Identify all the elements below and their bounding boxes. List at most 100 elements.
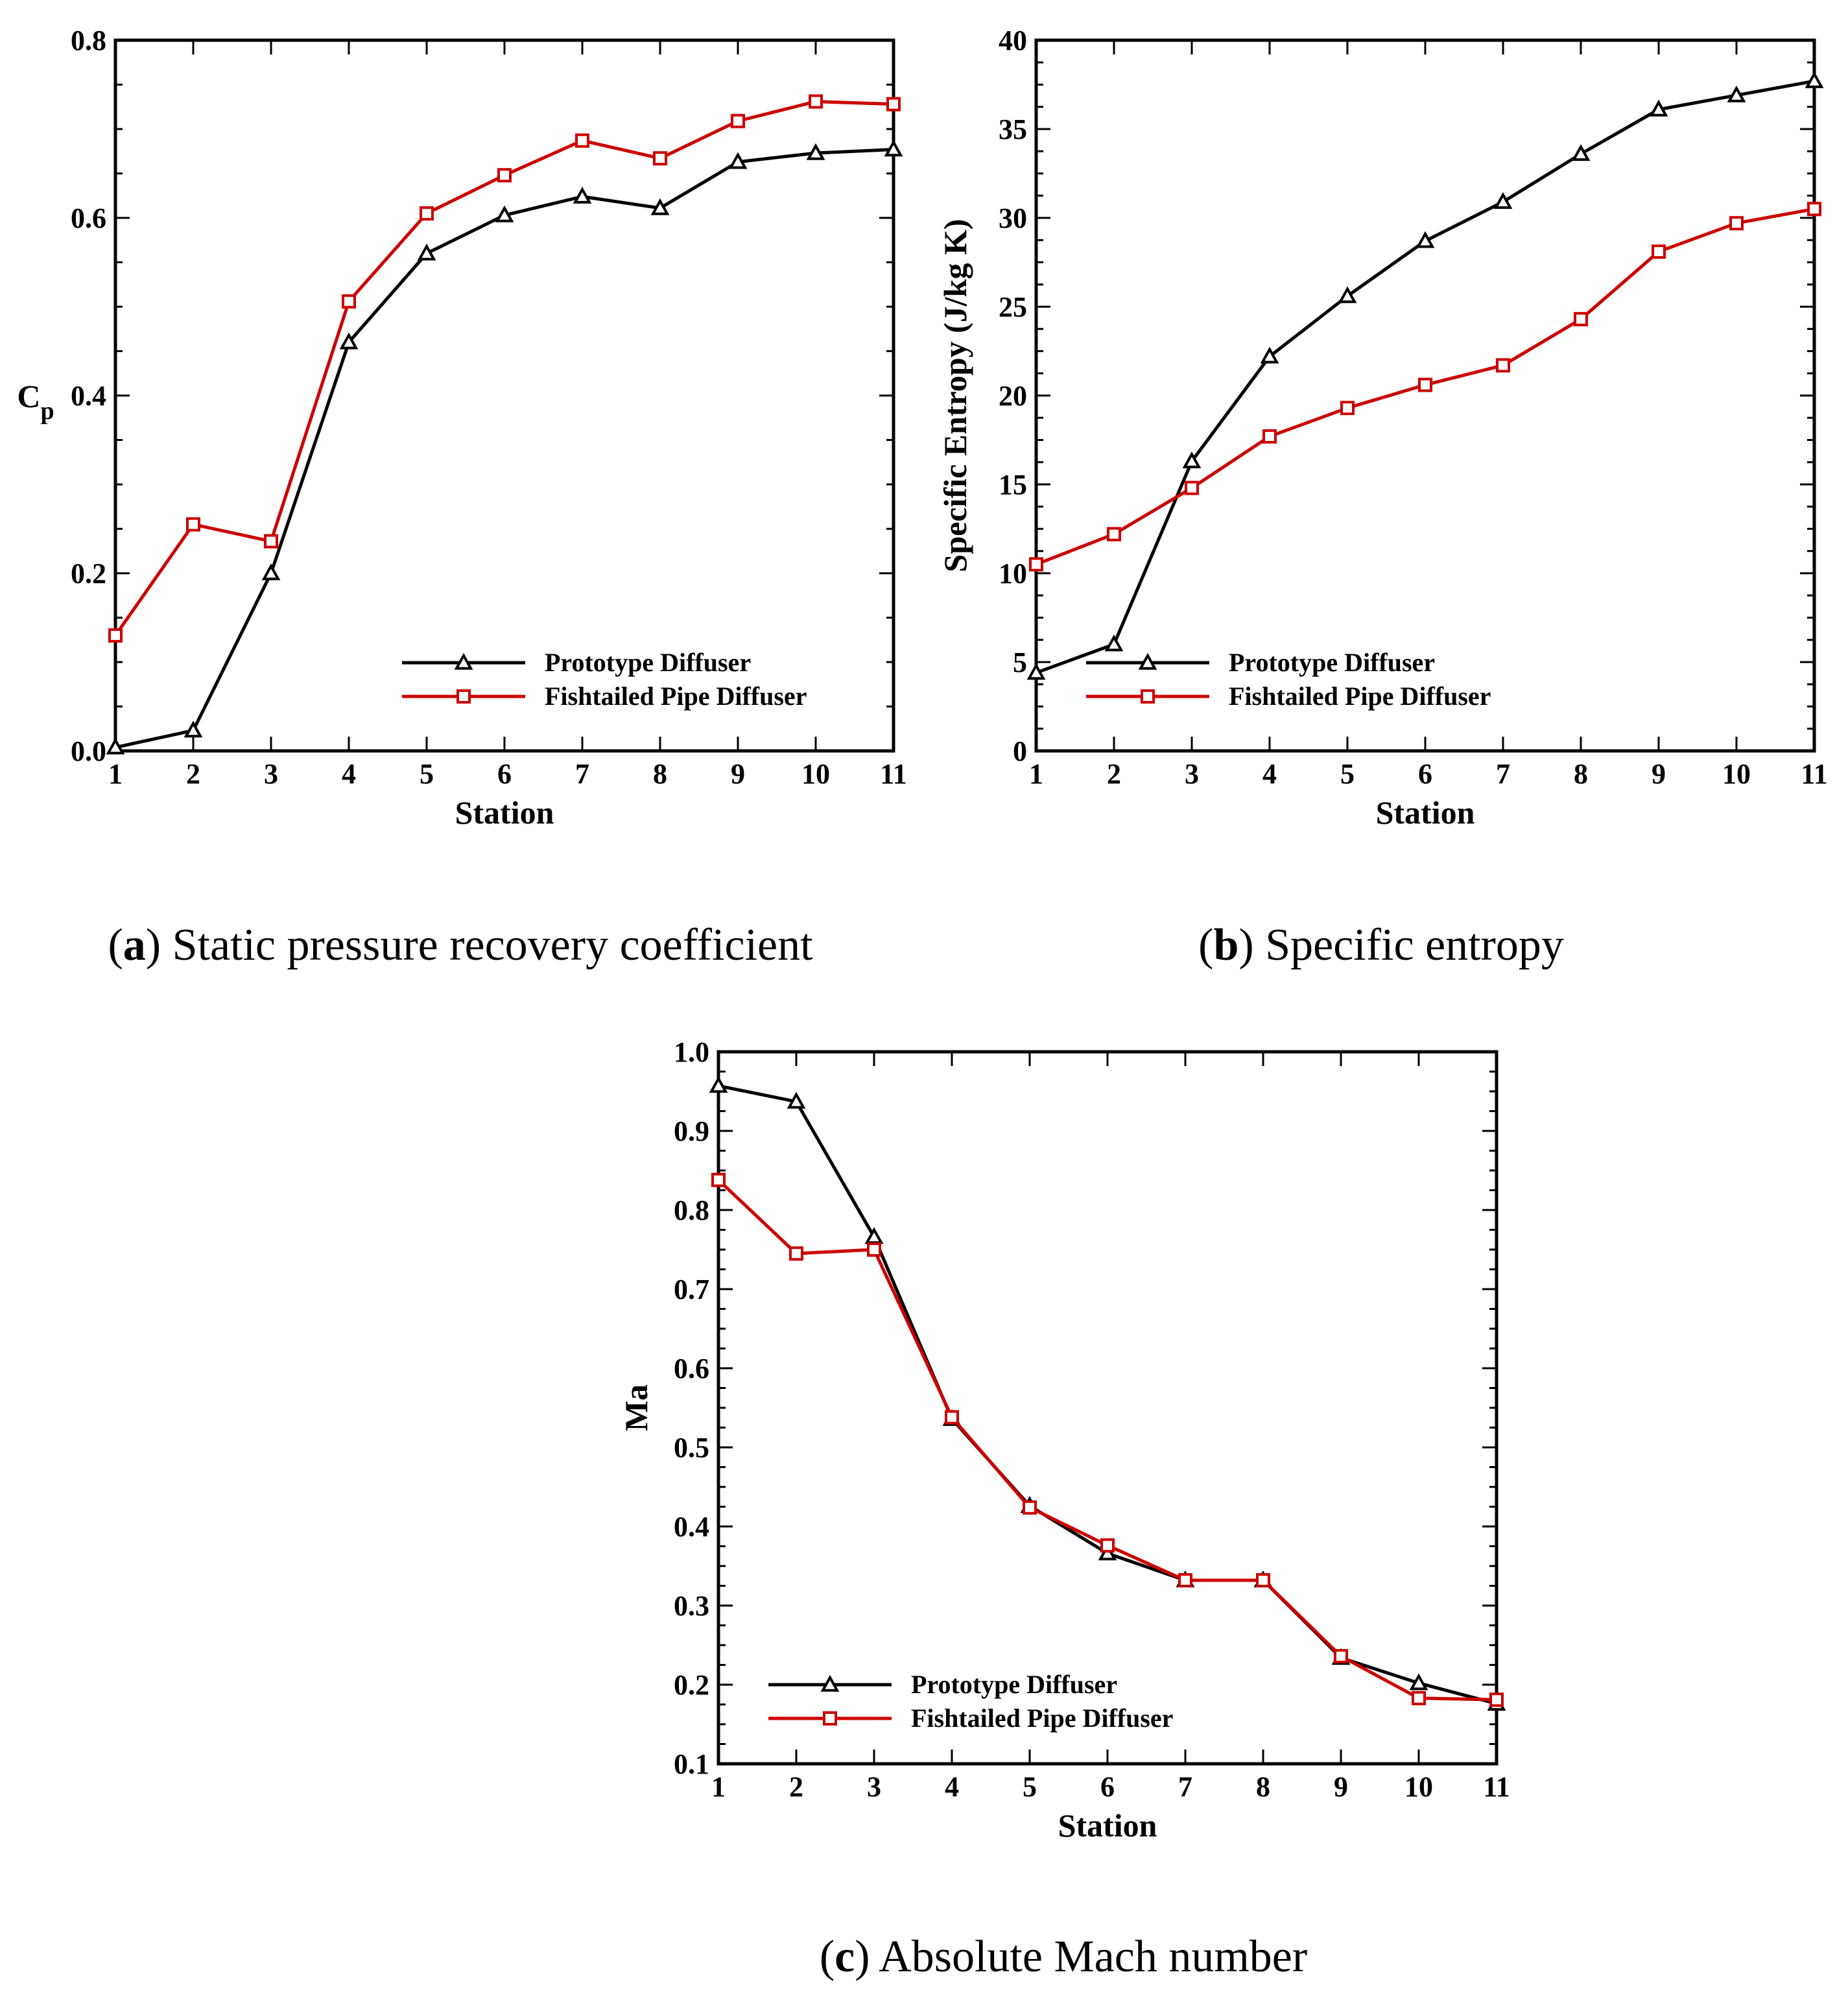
y-tick-label: 0.9	[674, 1115, 709, 1147]
y-tick-label: 10	[999, 558, 1027, 589]
chart-caption: (b) Specific entropy	[1198, 920, 1564, 970]
data-point-fishtailed	[342, 294, 356, 309]
legend-marker-prototype	[820, 1674, 840, 1692]
data-point-fishtailed	[1334, 1649, 1348, 1664]
y-tick-label: 5	[1013, 647, 1027, 678]
y-tick-label: 0.6	[674, 1353, 709, 1384]
data-point-fishtailed	[264, 534, 278, 549]
data-point-fishtailed	[1807, 202, 1821, 217]
data-point-prototype	[1182, 451, 1202, 469]
x-tick-label: 10	[1722, 758, 1751, 790]
data-point-fishtailed	[1652, 244, 1666, 259]
caption-paren: )	[855, 1932, 870, 1982]
data-point-fishtailed	[809, 94, 823, 109]
data-point-prototype	[787, 1091, 806, 1109]
plot-frame	[1034, 38, 1816, 753]
data-point-prototype	[106, 737, 125, 755]
data-point-prototype	[864, 1227, 884, 1244]
data-point-prototype	[884, 139, 903, 157]
x-tick-label: 9	[1652, 758, 1666, 790]
x-tick-label: 4	[342, 758, 356, 790]
x-tick-label: 3	[867, 1771, 881, 1803]
y-tick-label: 40	[999, 25, 1027, 56]
chart-caption: (a) Static pressure recovery coefficient	[108, 920, 813, 970]
data-point-prototype	[339, 332, 359, 350]
legend-label: Prototype Diffuser	[545, 648, 751, 677]
data-point-prototype	[1727, 85, 1746, 102]
legend-marker-prototype	[1138, 652, 1157, 670]
legend-marker-fishtailed	[456, 689, 471, 704]
data-point-fishtailed	[1489, 1692, 1504, 1707]
x-tick-label: 10	[801, 758, 830, 790]
data-point-prototype	[1649, 99, 1668, 117]
legend-label: Fishtailed Pipe Diffuser	[545, 682, 807, 711]
series-line-prototype	[718, 1084, 1497, 1705]
legend-label: Fishtailed Pipe Diffuser	[911, 1703, 1173, 1733]
y-tick-label: 35	[999, 113, 1027, 145]
caption-paren: (	[108, 920, 123, 970]
x-tick-label: 4	[945, 1771, 959, 1803]
data-point-prototype	[1338, 286, 1357, 303]
y-tick-label: 0.2	[71, 558, 106, 589]
x-tick-label: 4	[1262, 758, 1277, 790]
data-point-fishtailed	[886, 97, 901, 112]
data-point-fishtailed	[789, 1246, 803, 1261]
x-tick-label: 9	[1334, 1771, 1348, 1803]
y-tick-label: 0.4	[71, 380, 106, 412]
data-point-fishtailed	[497, 168, 512, 183]
data-point-prototype	[573, 187, 592, 204]
x-axis-title: Station	[1058, 1807, 1157, 1844]
data-point-prototype	[184, 720, 203, 738]
chart-b: 0 5 10 15 20 25 30 35 40 1 2 3 4 5 6 7 8 9 10 11 Prototype D…	[937, 25, 1828, 970]
x-tick-label: 2	[186, 758, 200, 790]
caption-paren: )	[146, 920, 161, 970]
legend-marker-prototype	[454, 652, 473, 670]
data-point-fishtailed	[1418, 377, 1432, 392]
data-point-fishtailed	[945, 1410, 959, 1425]
caption-paren: )	[1238, 920, 1253, 970]
x-tick-label: 8	[1574, 758, 1588, 790]
legend-label: Prototype Diffuser	[911, 1670, 1117, 1699]
data-point-prototype	[1409, 1673, 1428, 1691]
data-point-fishtailed	[420, 206, 434, 221]
data-point-prototype	[806, 143, 825, 160]
chart-c: 0.1 0.2 0.3 0.4 0.5 0.6 0.7 0.8 0.9 1.0 1 2 3 4 5 6 7 8 9 1…	[618, 1036, 1510, 1982]
series-line-prototype	[1036, 79, 1815, 674]
series-line-prototype	[115, 148, 894, 749]
x-tick-label: 6	[497, 758, 512, 790]
data-point-fishtailed	[711, 1172, 726, 1187]
y-tick-label: 20	[999, 380, 1027, 412]
data-point-prototype	[709, 1076, 728, 1093]
data-point-fishtailed	[1100, 1538, 1115, 1553]
x-tick-label: 5	[420, 758, 434, 790]
data-point-fishtailed	[108, 628, 123, 643]
y-tick-label: 0.4	[674, 1511, 709, 1543]
caption-paren: (	[1198, 920, 1213, 970]
x-tick-label: 11	[1483, 1771, 1510, 1803]
data-point-fishtailed	[1256, 1573, 1270, 1587]
data-point-fishtailed	[1185, 481, 1199, 495]
x-tick-label: 2	[789, 1771, 803, 1803]
y-tick-label: 0	[1013, 735, 1027, 767]
y-tick-label: 0.6	[71, 202, 106, 234]
x-tick-label: 1	[108, 758, 123, 790]
data-point-fishtailed	[575, 133, 589, 148]
y-tick-label: 0.2	[674, 1669, 709, 1701]
x-tick-label: 8	[1256, 1771, 1270, 1803]
data-point-fishtailed	[1178, 1573, 1192, 1587]
y-tick-label: 15	[999, 469, 1027, 501]
y-tick-label: 0.0	[71, 735, 106, 767]
y-axis-title: Specific Entropy (J/kg K)	[937, 219, 973, 573]
data-point-prototype	[1805, 71, 1824, 88]
y-axis-title-subscript: p	[40, 398, 54, 425]
caption-paren: (	[820, 1932, 835, 1982]
x-axis-title: Station	[1376, 794, 1475, 831]
data-point-prototype	[261, 563, 281, 580]
data-point-fishtailed	[653, 151, 667, 166]
y-tick-label: 0.8	[71, 25, 106, 56]
data-point-prototype	[1098, 1543, 1117, 1561]
y-tick-label: 25	[999, 291, 1027, 323]
x-tick-label: 1	[711, 1771, 726, 1803]
plot-frame	[717, 1050, 1499, 1766]
x-tick-label: 6	[1418, 758, 1432, 790]
